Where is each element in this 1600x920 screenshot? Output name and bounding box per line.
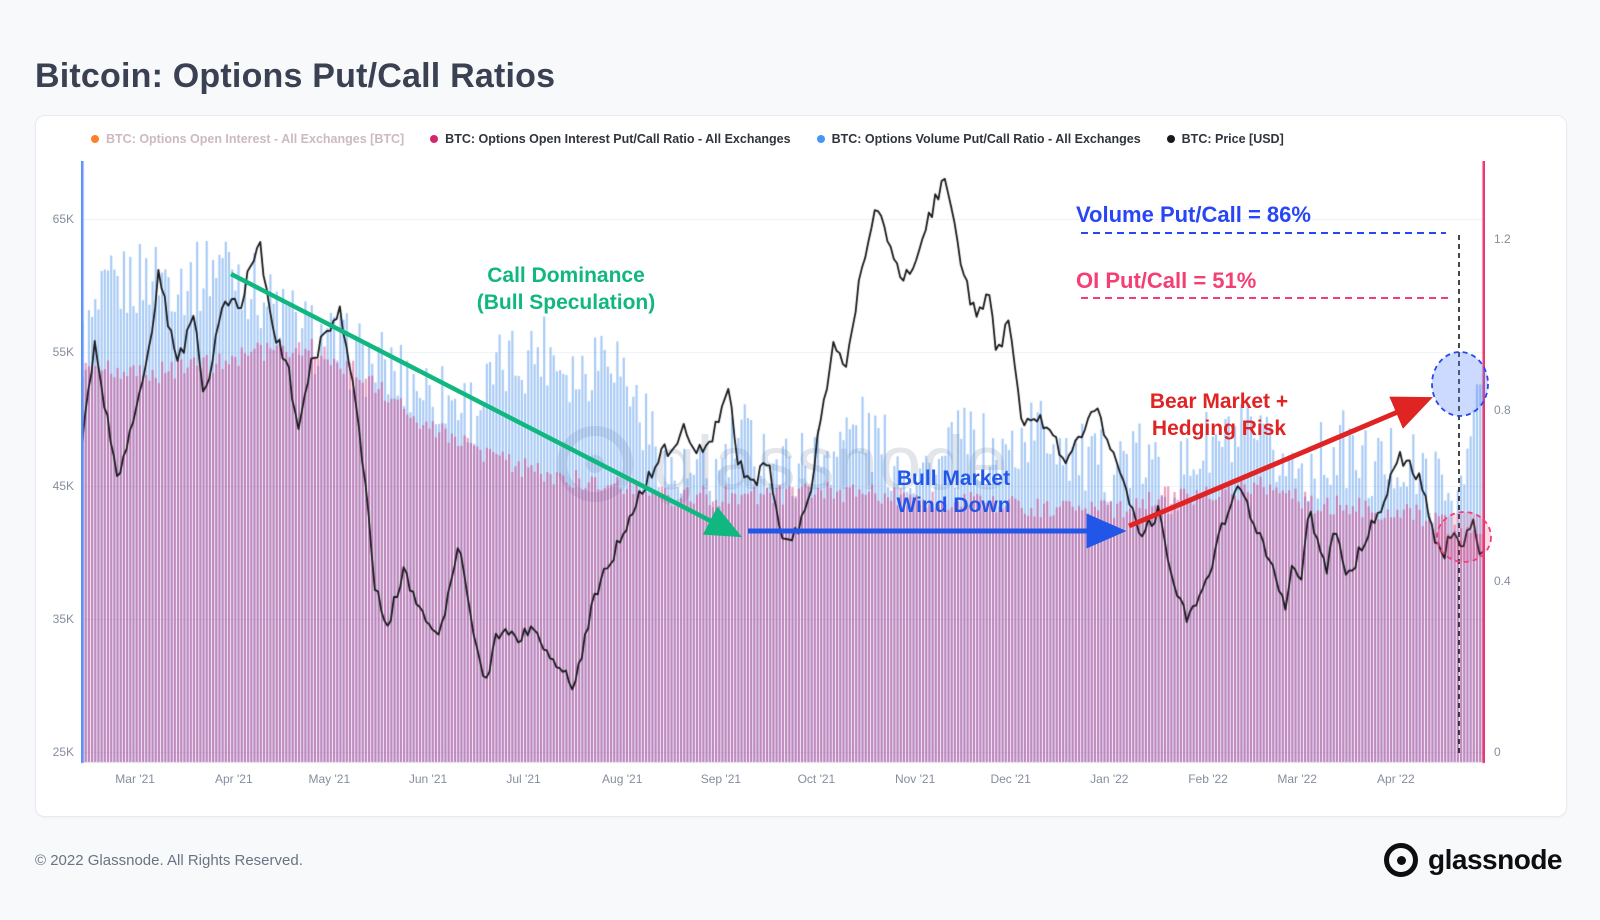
copyright-text: © 2022 Glassnode. All Rights Reserved. <box>35 852 303 869</box>
y-axis-left-tick: 55K <box>52 345 74 360</box>
oi-putcall-label: OI Put/Call = 51% <box>1076 268 1257 293</box>
x-axis-tick: Jun '21 <box>408 772 448 786</box>
x-axis-tick: Aug '21 <box>602 772 643 786</box>
x-axis-tick: Apr '22 <box>1377 772 1415 786</box>
bull-wind-down-line1: Bull Market <box>896 467 1011 490</box>
call-dominance-annotation: Call Dominance (Bull Speculation) <box>406 262 726 317</box>
x-axis-tick: May '21 <box>308 772 351 786</box>
legend-label: BTC: Price [USD] <box>1181 132 1284 146</box>
y-axis-right-tick: 0.4 <box>1494 574 1511 588</box>
legend-dot-icon <box>1166 135 1175 143</box>
call-dominance-line1: Call Dominance <box>487 264 645 287</box>
volume-putcall-label: Volume Put/Call = 86% <box>1076 202 1311 227</box>
chart-card: BTC: Options Open Interest - All Exchang… <box>35 115 1567 817</box>
glassnode-brand-logo-icon <box>1384 843 1419 877</box>
legend-dot-icon <box>816 135 825 143</box>
legend-dot-icon <box>91 135 99 143</box>
legend-dot-icon <box>430 135 439 143</box>
x-axis-tick: Jan '22 <box>1090 772 1129 786</box>
bull-wind-down-annotation: Bull Market Wind Down <box>846 465 1061 520</box>
bull-wind-down-line2: Wind Down <box>896 494 1011 518</box>
y-axis-left-tick: 25K <box>52 745 74 759</box>
x-axis-tick: Mar '22 <box>1277 772 1317 786</box>
bear-market-annotation: Bear Market + Hedging Risk <box>1059 388 1379 443</box>
y-axis-right-tick: 0 <box>1494 745 1501 759</box>
chart-canvas <box>81 161 1485 766</box>
legend-item-3[interactable]: BTC: Options Volume Put/Call Ratio - All… <box>816 132 1141 146</box>
y-axis-right-tick: 0.8 <box>1494 403 1511 417</box>
legend-label: BTC: Options Volume Put/Call Ratio - All… <box>831 132 1141 146</box>
x-axis-tick: Apr '21 <box>214 772 253 786</box>
x-axis-tick: Mar '21 <box>115 772 155 786</box>
glassnode-brand-text: glassnode <box>1428 844 1562 875</box>
x-axis-tick: Oct '21 <box>797 772 836 786</box>
legend-label: BTC: Options Open Interest - All Exchang… <box>106 132 405 146</box>
y-axis-left-tick: 65K <box>52 212 74 226</box>
y-axis-left-tick: 35K <box>52 611 74 626</box>
bear-market-line2: Hedging Risk <box>1151 417 1287 441</box>
legend-item-2[interactable]: BTC: Options Open Interest Put/Call Rati… <box>430 132 791 146</box>
y-axis-left-tick: 45K <box>52 478 74 493</box>
y-axis-right-tick: 1.2 <box>1494 232 1511 246</box>
call-dominance-line2: (Bull Speculation) <box>476 291 656 315</box>
x-axis-tick: Sep '21 <box>700 772 742 786</box>
chart-legend: BTC: Options Open Interest - All Exchang… <box>91 132 1546 146</box>
legend-item-1[interactable]: BTC: Options Open Interest - All Exchang… <box>91 132 404 146</box>
legend-label: BTC: Options Open Interest Put/Call Rati… <box>445 132 791 146</box>
legend-item-4[interactable]: BTC: Price [USD] <box>1166 132 1284 146</box>
glassnode-brand: glassnode <box>1384 843 1562 877</box>
bear-market-line1: Bear Market + <box>1149 390 1289 413</box>
x-axis-tick: Jul '21 <box>506 772 541 786</box>
x-axis-tick: Nov '21 <box>894 772 936 786</box>
x-axis-tick: Feb '22 <box>1188 772 1228 786</box>
page-title: Bitcoin: Options Put/Call Ratios <box>35 56 556 95</box>
x-axis-tick: Dec '21 <box>990 772 1031 786</box>
